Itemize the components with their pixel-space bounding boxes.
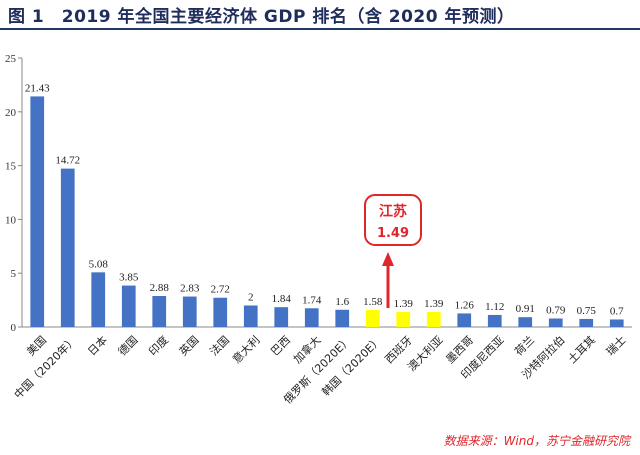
y-tick-label: 0: [11, 322, 17, 334]
bar: [91, 272, 106, 327]
category-label: 日本: [85, 333, 110, 358]
category-label: 意大利: [229, 333, 262, 366]
data-label: 2.88: [150, 282, 170, 294]
data-label: 1.74: [302, 294, 322, 306]
category-label: 荷兰: [512, 334, 537, 359]
data-label: 2: [248, 291, 254, 303]
data-label: 2.72: [211, 284, 230, 296]
callout-value: 1.49: [377, 226, 409, 241]
callout-name: 江苏: [379, 203, 407, 220]
data-label: 1.39: [394, 298, 414, 310]
data-label: 14.72: [55, 155, 80, 167]
title-bar: 图 1 2019 年全国主要经济体 GDP 排名（含 2020 年预测）: [0, 0, 640, 30]
category-label: 德国: [115, 333, 140, 358]
chart-title: 图 1 2019 年全国主要经济体 GDP 排名（含 2020 年预测）: [8, 6, 515, 27]
category-label: 巴西: [268, 334, 293, 359]
bar: [579, 318, 594, 327]
bar: [182, 296, 197, 327]
bar: [213, 297, 228, 327]
data-label: 1.26: [455, 299, 475, 311]
y-tick-label: 15: [5, 161, 17, 173]
y-tick-label: 20: [5, 107, 17, 119]
callout-arrow-head: [382, 252, 394, 266]
bars-layer: [30, 96, 624, 327]
category-label: 土耳其: [566, 334, 599, 367]
data-label: 1.58: [363, 296, 383, 308]
data-label: 3.85: [119, 272, 139, 284]
data-label: 1.39: [424, 298, 444, 310]
bar: [121, 285, 136, 327]
y-tick-label: 25: [5, 53, 17, 65]
bar: [487, 314, 502, 327]
data-label: 0.7: [610, 305, 624, 317]
category-label: 瑞士: [603, 333, 628, 358]
data-label: 5.08: [89, 258, 109, 270]
jiangsu-callout: 江苏 1.49: [364, 194, 422, 308]
bar: [457, 313, 472, 327]
data-label: 0.75: [577, 305, 597, 317]
y-tick-label: 10: [5, 214, 17, 226]
bar: [396, 312, 411, 327]
bar: [304, 308, 319, 327]
data-label: 1.84: [272, 293, 292, 305]
category-label: 印度: [146, 333, 171, 358]
data-label: 2.83: [180, 283, 200, 295]
category-label: 法国: [207, 333, 232, 358]
bar: [365, 309, 380, 327]
data-label: 0.79: [546, 304, 566, 316]
bar: [60, 168, 75, 327]
y-tick-label: 5: [11, 268, 17, 280]
bar: [30, 96, 45, 327]
bar: [518, 317, 533, 327]
category-label: 英国: [176, 333, 201, 358]
callout-box: [364, 194, 422, 246]
bar: [335, 309, 350, 327]
category-label: 美国: [24, 334, 49, 359]
data-label: 1.12: [485, 301, 504, 313]
source-note: 数据来源：Wind，苏宁金融研究院: [443, 434, 630, 448]
bar: [274, 307, 289, 327]
data-label: 1.6: [335, 296, 349, 308]
data-label: 0.91: [516, 303, 535, 315]
bar: [609, 319, 624, 327]
data-label: 21.43: [25, 82, 50, 94]
bar: [243, 305, 258, 327]
bar: [152, 296, 167, 327]
bar: [548, 318, 563, 327]
bar: [426, 312, 441, 327]
labels-layer: 21.43美国14.72中国（2020年）5.08日本3.85德国2.88印度2…: [11, 82, 629, 406]
